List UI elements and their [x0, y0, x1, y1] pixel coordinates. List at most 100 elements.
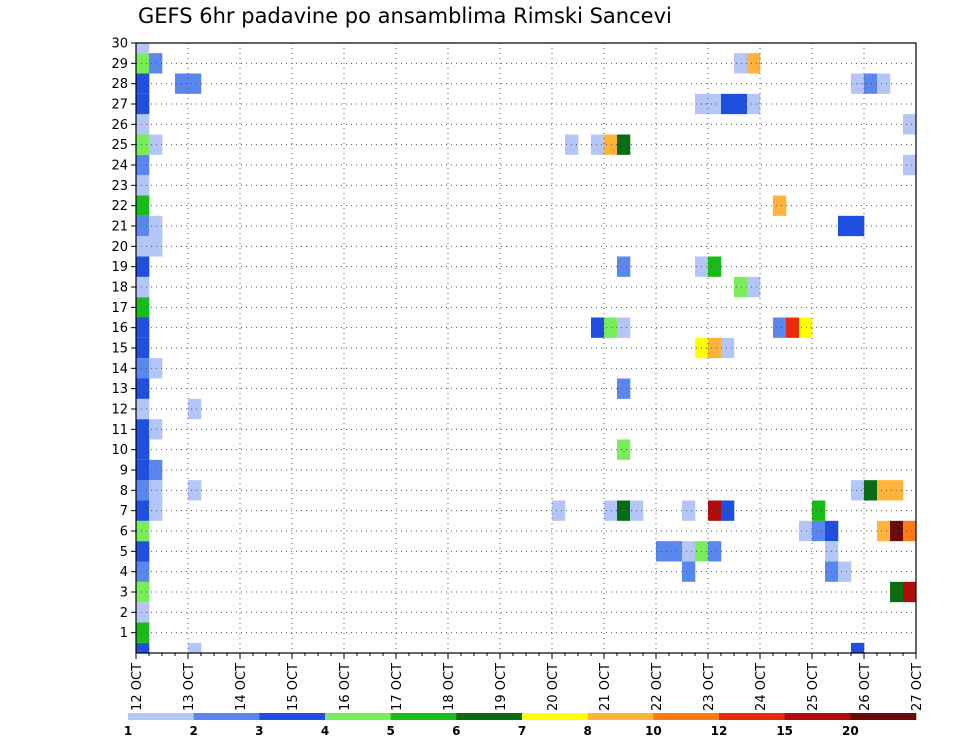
heatmap-cell — [136, 358, 150, 379]
heatmap-cell — [851, 73, 865, 94]
y-tick-label: 1 — [120, 626, 128, 641]
heatmap-cell — [188, 480, 202, 501]
x-tick-label: 22 OCT — [650, 663, 665, 711]
heatmap-cell — [773, 195, 787, 216]
heatmap-cell — [136, 419, 150, 440]
x-tick-label: 17 OCT — [390, 663, 405, 711]
y-tick-label: 26 — [111, 118, 128, 133]
y-tick-label: 28 — [111, 77, 128, 92]
y-tick-label: 22 — [111, 199, 128, 214]
heatmap-cell — [136, 500, 150, 521]
y-tick-label: 25 — [111, 138, 128, 153]
y-tick-label: 10 — [111, 443, 128, 458]
x-tick-label: 20 OCT — [546, 663, 561, 711]
heatmap-cell — [708, 256, 722, 277]
y-tick-label: 24 — [111, 159, 128, 174]
heatmap-cell — [136, 73, 150, 94]
y-tick-label: 18 — [111, 281, 128, 296]
x-tick-label: 19 OCT — [494, 663, 509, 711]
x-tick-label: 12 OCT — [130, 663, 145, 711]
heatmap-cell — [903, 581, 917, 603]
heatmap-cell — [149, 459, 163, 481]
colorbar-swatch — [653, 713, 720, 720]
x-tick-label: 13 OCT — [182, 663, 197, 711]
heatmap-cell — [136, 581, 150, 603]
heatmap-cell — [136, 53, 150, 74]
heatmap-cell — [877, 73, 891, 94]
heatmap-cell — [799, 317, 813, 338]
heatmap-cell — [136, 459, 150, 481]
y-tick-label: 19 — [111, 260, 128, 275]
heatmap-cell — [617, 317, 631, 338]
y-tick-label: 11 — [111, 423, 128, 438]
heatmap-cell — [734, 93, 748, 115]
heatmap-cell — [786, 317, 800, 338]
heatmap-cell — [773, 317, 787, 338]
heatmap-cell — [682, 561, 696, 582]
heatmap-cell — [656, 541, 670, 562]
y-tick-label: 20 — [111, 240, 128, 255]
x-tick-label: 18 OCT — [442, 663, 457, 711]
heatmap-cell — [136, 276, 150, 298]
colorbar-label: 3 — [255, 724, 263, 738]
heatmap-cell — [708, 93, 722, 115]
y-tick-label: 13 — [111, 382, 128, 397]
heatmap-cell — [136, 439, 150, 460]
heatmap-cell — [149, 480, 163, 501]
heatmap-cell — [682, 500, 696, 521]
heatmap-cell — [136, 378, 150, 399]
colorbar-label: 8 — [583, 724, 591, 738]
heatmap-cell — [149, 500, 163, 521]
heatmap-cell — [136, 236, 150, 257]
y-tick-label: 14 — [111, 362, 128, 377]
colorbar-swatch — [522, 713, 588, 720]
heatmap-cell — [136, 154, 150, 176]
heatmap-cell — [604, 317, 618, 338]
heatmap-cell — [708, 500, 722, 521]
heatmap-cell — [812, 520, 826, 542]
heatmap-cell — [617, 378, 631, 399]
heatmap-cell — [188, 398, 202, 420]
heatmap-cell — [682, 541, 696, 562]
y-tick-label: 21 — [111, 220, 128, 235]
y-tick-label: 29 — [111, 57, 128, 72]
colorbar-label: 7 — [518, 724, 526, 738]
heatmap-cell — [136, 561, 150, 582]
heatmap-cell — [799, 520, 813, 542]
heatmap-cell — [721, 93, 735, 115]
x-tick-label: 24 OCT — [754, 663, 769, 711]
heatmap-cell — [149, 53, 163, 74]
y-tick-label: 17 — [111, 301, 128, 316]
y-tick-label: 23 — [111, 179, 128, 194]
heatmap-cell — [591, 317, 605, 338]
heatmap-cell — [136, 43, 150, 54]
heatmap-cell — [747, 276, 761, 298]
colorbar-label: 12 — [711, 724, 728, 738]
colorbar-label: 4 — [321, 724, 329, 738]
y-tick-label: 9 — [120, 464, 128, 479]
y-tick-label: 4 — [120, 565, 128, 580]
colorbar-swatch — [850, 713, 917, 720]
heatmap-cell — [734, 53, 748, 74]
x-tick-label: 14 OCT — [234, 663, 249, 711]
x-tick-label: 27 OCT — [910, 663, 925, 711]
heatmap-cell — [136, 480, 150, 501]
colorbar-label: 15 — [776, 724, 793, 738]
heatmap-cell — [864, 480, 878, 501]
heatmap-cell — [149, 215, 163, 237]
colorbar-label: 6 — [452, 724, 460, 738]
heatmap-cell — [136, 520, 150, 542]
heatmap-cell — [136, 134, 150, 155]
heatmap-cell — [188, 73, 202, 94]
heatmap-cell — [669, 541, 683, 562]
heatmap-cell — [877, 520, 891, 542]
heatmap-cell — [617, 439, 631, 460]
colorbar-label: 2 — [189, 724, 197, 738]
y-tick-label: 16 — [111, 321, 128, 336]
heatmap-cell — [136, 175, 150, 196]
heatmap-cell — [149, 236, 163, 257]
heatmap-cell — [617, 500, 631, 521]
x-tick-label: 21 OCT — [598, 663, 613, 711]
heatmap-cell — [864, 73, 878, 94]
heatmap-cell — [604, 500, 618, 521]
